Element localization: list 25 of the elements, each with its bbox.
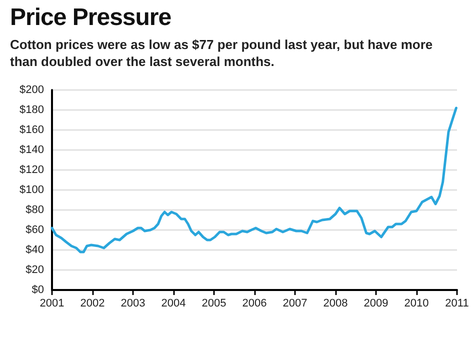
x-tick-label: 2001 bbox=[40, 298, 64, 310]
x-tick-label: 2008 bbox=[323, 298, 348, 310]
x-tick-label: 2002 bbox=[80, 298, 105, 310]
x-tick-label: 2005 bbox=[202, 298, 226, 310]
x-tick-label: 2009 bbox=[364, 298, 388, 310]
x-tick-label: 2011 bbox=[445, 298, 469, 310]
x-tick-label: 2010 bbox=[404, 298, 429, 310]
chart-title: Price Pressure bbox=[10, 4, 172, 32]
y-tick-label: $200 bbox=[20, 84, 44, 96]
x-tick-label: 2003 bbox=[120, 298, 146, 310]
x-tick-label: 2006 bbox=[242, 298, 267, 310]
y-tick-label: $0 bbox=[32, 284, 44, 296]
y-tick-label: $20 bbox=[26, 264, 44, 276]
line-series bbox=[50, 106, 458, 254]
y-tick-label: $40 bbox=[26, 244, 44, 256]
y-tick-label: $160 bbox=[20, 124, 44, 136]
y-tick-label: $120 bbox=[20, 164, 44, 176]
y-tick-label: $140 bbox=[20, 144, 44, 156]
x-tick-label: 2004 bbox=[161, 298, 186, 310]
y-tick-label: $60 bbox=[26, 224, 44, 236]
y-tick-label: $100 bbox=[20, 184, 44, 196]
y-tick-label: $80 bbox=[26, 204, 44, 216]
x-tick-label: 2007 bbox=[282, 298, 308, 310]
chart-subtitle: Cotton prices were as low as $77 per pound last year, but have more than doubled over the last several months. bbox=[10, 36, 434, 70]
y-tick-label: $180 bbox=[20, 104, 44, 116]
